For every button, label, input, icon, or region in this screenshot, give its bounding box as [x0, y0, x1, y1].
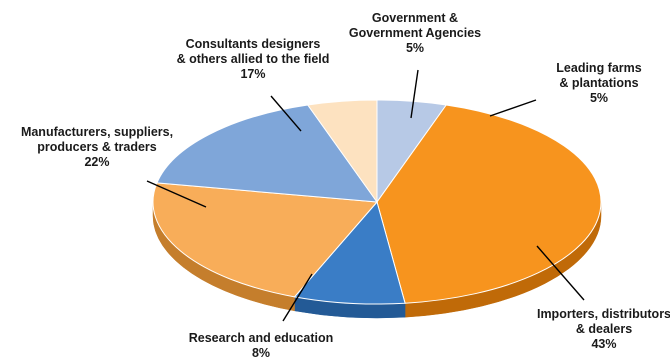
pie-slice	[376, 104, 602, 304]
leader-line	[282, 273, 313, 322]
slice-label-line: Consultants designers	[186, 37, 321, 51]
slice-label-line: & dealers	[576, 322, 632, 336]
slice-percent: 5%	[590, 91, 608, 105]
leader-line	[489, 99, 537, 117]
slice-percent: 43%	[591, 337, 616, 351]
slice-label: Importers, distributors & dealers 43%	[537, 307, 670, 351]
slice-label: Consultants designers & others allied to …	[177, 37, 330, 81]
slice-label: Leading farms & plantations 5%	[556, 61, 641, 105]
slice-label-line: Government &	[372, 11, 458, 25]
slice-percent: 5%	[406, 41, 424, 55]
leader-line	[270, 95, 302, 132]
pie-slice	[306, 99, 378, 204]
slice-label: Manufacturers, suppliers, producers & tra…	[21, 125, 173, 169]
slice-label-line: & others allied to the field	[177, 52, 330, 66]
pie-slices	[152, 99, 602, 305]
slice-label-line: Importers, distributors	[537, 307, 670, 321]
slice-labels: Leading farms & plantations 5%Importers, d…	[21, 11, 670, 360]
slice-label: Government & Government Agencies 5%	[349, 11, 481, 55]
slice-percent: 8%	[252, 346, 270, 360]
slice-label-line: Research and education	[189, 331, 334, 345]
slice-label-line: Leading farms	[556, 61, 641, 75]
slice-label-line: Government Agencies	[349, 26, 481, 40]
slice-label-line: & plantations	[559, 76, 638, 90]
leader-line	[146, 180, 207, 208]
leader-line	[536, 245, 585, 301]
leader-line	[410, 69, 419, 119]
slice-percent: 22%	[84, 155, 109, 169]
pie-slice	[156, 104, 379, 203]
slice-label-line: Manufacturers, suppliers,	[21, 125, 173, 139]
pie-slice	[152, 182, 379, 298]
slice-percent: 17%	[240, 67, 265, 81]
slice-label: Research and education 8%	[189, 331, 334, 360]
slice-label-line: producers & traders	[37, 140, 157, 154]
leader-lines	[146, 69, 585, 322]
